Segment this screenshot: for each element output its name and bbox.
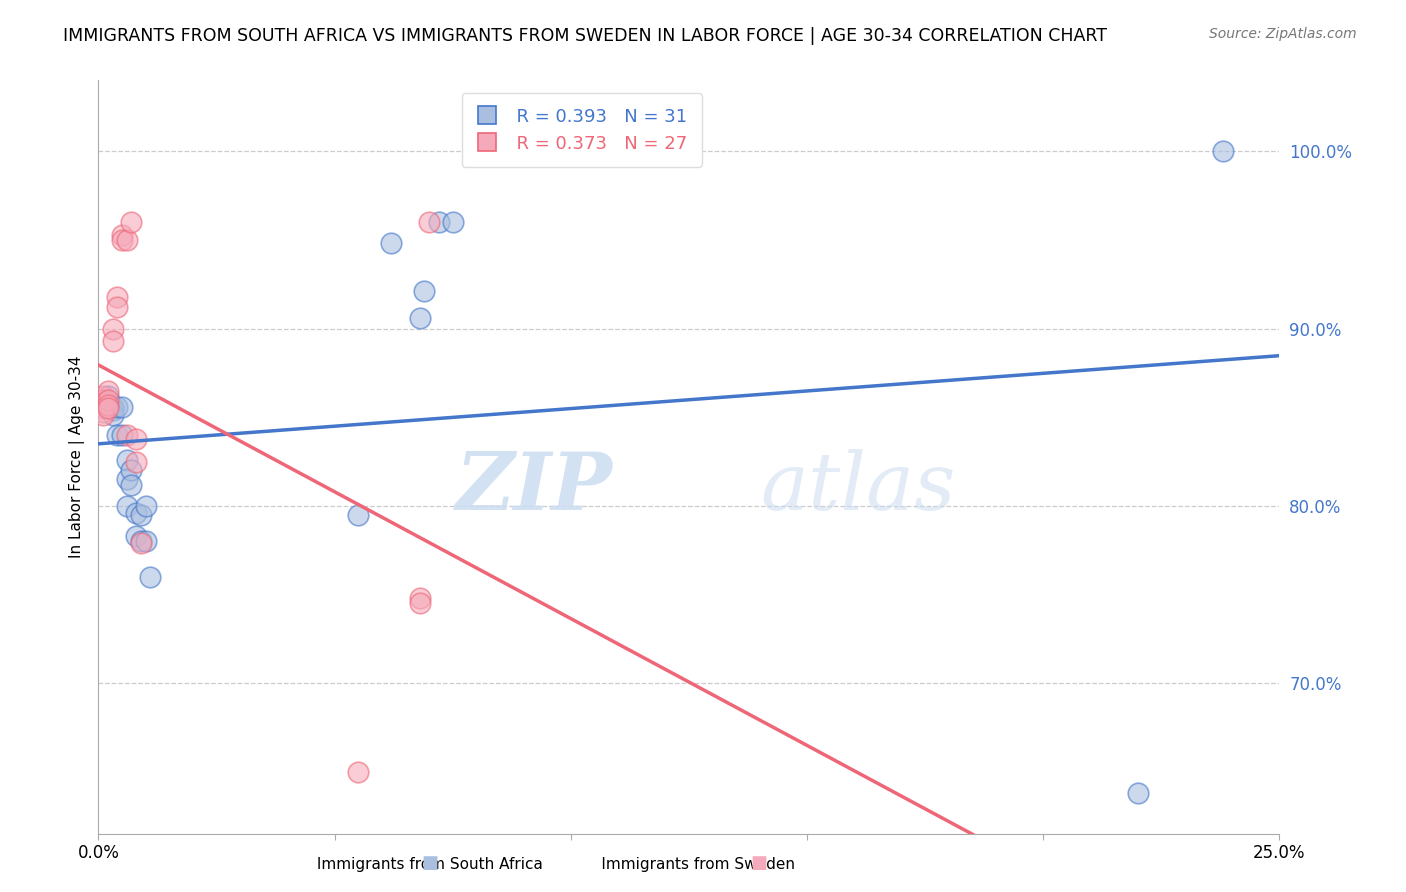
Legend:   R = 0.393   N = 31,   R = 0.373   N = 27: R = 0.393 N = 31, R = 0.373 N = 27 <box>461 93 702 167</box>
Point <box>97 392 120 407</box>
Point <box>105 428 128 442</box>
Point <box>135 534 157 549</box>
Point <box>441 215 464 229</box>
Point <box>111 233 134 247</box>
Point <box>115 499 138 513</box>
Point <box>347 508 370 522</box>
Point <box>105 300 128 314</box>
Point <box>101 321 124 335</box>
Point <box>91 396 114 410</box>
Text: IMMIGRANTS FROM SOUTH AFRICA VS IMMIGRANTS FROM SWEDEN IN LABOR FORCE | AGE 30-3: IMMIGRANTS FROM SOUTH AFRICA VS IMMIGRAN… <box>63 27 1108 45</box>
Point <box>91 396 114 410</box>
Text: ■: ■ <box>422 855 439 872</box>
Point <box>139 570 162 584</box>
Point <box>121 463 143 477</box>
Point <box>105 290 128 304</box>
Point <box>111 428 134 442</box>
Point <box>101 400 124 414</box>
Point <box>91 398 114 412</box>
Point <box>97 396 120 410</box>
Point <box>408 597 430 611</box>
Text: ZIP: ZIP <box>456 449 612 526</box>
Point <box>97 398 120 412</box>
Point <box>101 403 124 417</box>
Point <box>91 392 114 407</box>
Point <box>97 389 120 403</box>
Point <box>111 227 134 242</box>
Point <box>115 452 138 467</box>
Text: Source: ZipAtlas.com: Source: ZipAtlas.com <box>1209 27 1357 41</box>
Point <box>427 215 450 229</box>
Point <box>129 534 152 549</box>
Point <box>129 536 152 550</box>
Point <box>1212 145 1234 159</box>
Point <box>408 591 430 606</box>
Point <box>97 384 120 398</box>
Point <box>115 472 138 486</box>
Point <box>347 764 370 779</box>
Y-axis label: In Labor Force | Age 30-34: In Labor Force | Age 30-34 <box>69 356 84 558</box>
Point <box>408 310 430 325</box>
Text: Immigrants from South Africa            Immigrants from Sweden: Immigrants from South Africa Immigrants … <box>273 857 796 872</box>
Point <box>97 401 120 416</box>
Point <box>121 215 143 229</box>
Point <box>111 400 134 414</box>
Point <box>105 400 128 414</box>
Point <box>418 215 440 229</box>
Point <box>101 409 124 423</box>
Point <box>91 389 114 403</box>
Point <box>91 400 114 414</box>
Point <box>115 233 138 247</box>
Point <box>121 477 143 491</box>
Point <box>413 285 436 299</box>
Point <box>115 428 138 442</box>
Point <box>91 409 114 423</box>
Point <box>91 405 114 419</box>
Point <box>135 499 157 513</box>
Point <box>125 432 148 446</box>
Point <box>101 334 124 348</box>
Point <box>1126 786 1149 800</box>
Text: ■: ■ <box>751 855 768 872</box>
Point <box>91 401 114 416</box>
Point <box>125 506 148 520</box>
Text: atlas: atlas <box>759 449 955 526</box>
Point <box>380 236 402 251</box>
Point <box>129 508 152 522</box>
Point <box>125 529 148 543</box>
Point <box>125 454 148 468</box>
